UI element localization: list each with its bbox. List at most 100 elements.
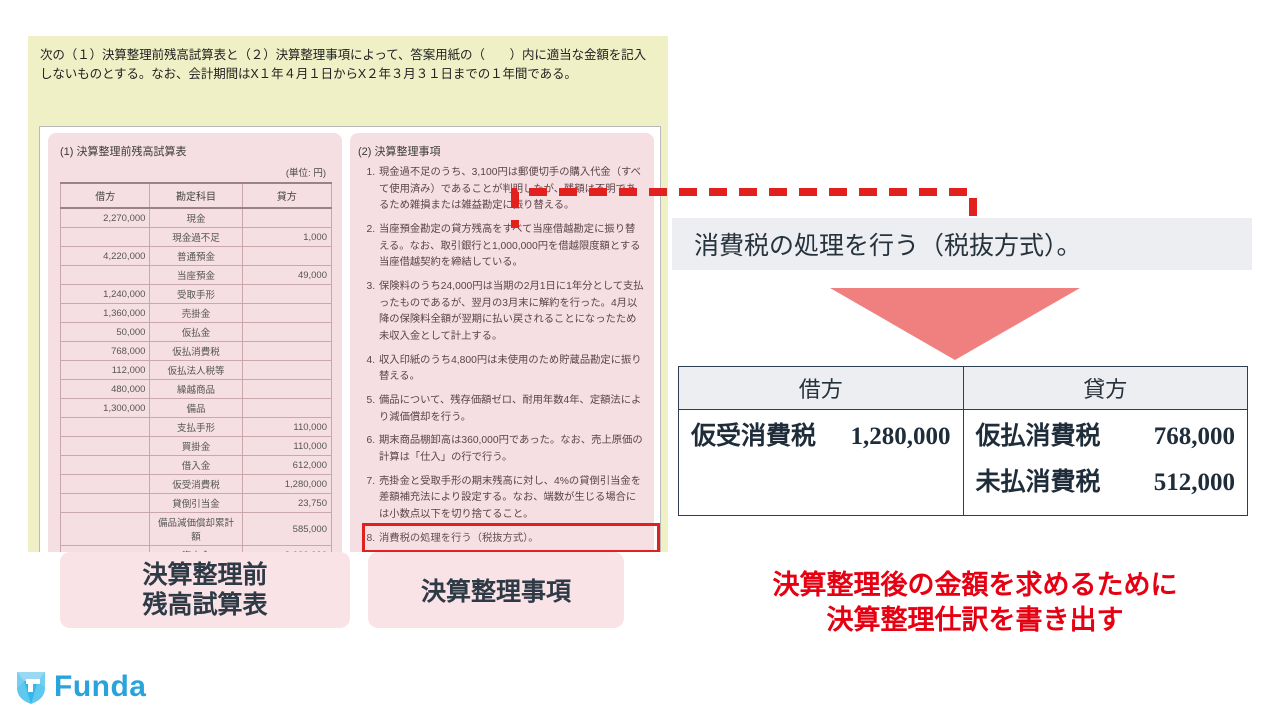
list-item: 当座預金勘定の貸方残高をすべて当座借越勘定に振り替える。なお、取引銀行と1,00… [378,222,644,272]
trial-balance-body: 2,270,000 現金 現金過不足 1,000 4,220,000 普通預金 当座預金 49… [59,207,333,552]
cell-credit: 49,000 [241,265,333,285]
cell-account: 繰越商品 [149,379,243,399]
trial-balance-panel: (1) 決算整理前残高試算表 (単位: 円) 借方 勘定科目 貸方 2,270,… [48,133,342,552]
cell-account: 支払手形 [149,417,243,437]
trial-balance-unit-note: (単位: 円) [285,168,326,179]
table-row: 480,000 繰越商品 [59,379,333,399]
problem-intro-line-1: 次の（１）決算整理前残高試算表と（２）決算整理事項によって、答案用紙の（ ）内に… [40,48,646,62]
list-item: 保険料のうち24,000円は当期の2月1日に1年分として支払ったものであるが、翌… [378,279,644,346]
table-row: 仮受消費税 1,280,000 [59,474,333,494]
cell-account: 仮払金 [149,322,243,342]
cell-debit [59,227,151,247]
list-item: 備品について、残存価額ゼロ、耐用年数4年、定額法により減価償却を行う。 [378,393,644,426]
cell-credit: 23,750 [241,493,333,513]
cell-account: 仮受消費税 [149,474,243,494]
journal-header-row: 借方 貸方 [678,366,1248,410]
journal-account: 仮受消費税 [691,422,817,450]
red-note-line-2: 決算整理仕訳を書き出す [826,604,1124,635]
journal-entry-table: 借方 貸方 仮受消費税 1,280,000 仮払消費税 768,000 未払消費税 51… [678,366,1248,516]
table-row: 支払手形 110,000 [59,417,333,437]
cell-debit: 1,300,000 [59,398,151,418]
funda-wordmark: Funda [54,670,147,703]
cell-credit: 110,000 [241,436,333,456]
cell-account: 仮払法人税等 [149,360,243,380]
funda-logo: Funda [14,668,147,706]
cell-credit [241,284,333,304]
journal-col-debit: 借方 [678,366,964,410]
red-note-line-1: 決算整理後の金額を求めるために [772,570,1178,600]
journal-account: 仮払消費税 [975,422,1101,450]
cell-debit [59,265,151,285]
cell-account: 買掛金 [149,436,243,456]
callout-text: 消費税の処理を行う（税抜方式）。 [694,232,1082,260]
journal-amount: 1,280,000 [850,423,951,450]
trial-balance-table: 借方 勘定科目 貸方 2,270,000 現金 現金過不足 1,000 4,220,00… [59,182,333,552]
journal-amount: 512,000 [1153,469,1235,496]
problem-intro-text: 次の（１）決算整理前残高試算表と（２）決算整理事項によって、答案用紙の（ ）内に… [28,36,668,93]
caption-adjustments-label: 決算整理事項 [420,578,571,606]
cell-credit: 1,000 [241,227,333,247]
cell-debit: 1,360,000 [59,303,151,323]
cell-credit: 3,000,000 [241,545,333,552]
journal-account: 未払消費税 [975,468,1101,496]
cell-credit [241,341,333,361]
journal-debit-cell: 仮受消費税 1,280,000 [678,409,964,516]
cell-account: 現金過不足 [149,227,243,247]
cell-account: 現金 [149,207,243,228]
adjustments-list: 現金過不足のうち、3,100円は郵便切手の購入代金（すべて使用済み）であることが… [358,165,646,552]
cell-debit [59,417,151,437]
problem-intro-line-2: しないものとする。なお、会計期間はX１年４月１日からX２年３月３１日までの１年間… [40,67,577,82]
list-item: 売掛金と受取手形の期末残高に対し、4%の貸倒引当金を差額補充法により設定する。な… [378,474,644,524]
cell-account: 借入金 [149,455,243,475]
table-row: 50,000 仮払金 [59,322,333,342]
journal-credit-cell: 仮払消費税 768,000 未払消費税 512,000 [962,409,1248,516]
cell-debit: 112,000 [59,360,151,380]
trial-balance-col-debit: 借方 [59,182,151,209]
problem-sheet-screenshot: 次の（１）決算整理前残高試算表と（２）決算整理事項によって、答案用紙の（ ）内に… [28,36,668,552]
table-row: 1,360,000 売掛金 [59,303,333,323]
cell-debit: 480,000 [59,379,151,399]
caption-adjustments: 決算整理事項 [368,552,624,628]
cell-debit [59,455,151,475]
cell-account: 貸倒引当金 [149,493,243,513]
table-row: 768,000 仮払消費税 [59,341,333,361]
adjustments-title: (2) 決算整理事項 [358,146,441,158]
trial-balance-col-credit: 貸方 [241,182,333,209]
cell-credit: 1,280,000 [241,474,333,494]
caption-trial-balance-line-1: 決算整理前 [142,560,268,589]
cell-debit [59,474,151,494]
table-row: 1,240,000 受取手形 [59,284,333,304]
cell-credit [241,207,333,228]
cell-credit [241,360,333,380]
cell-debit [59,436,151,456]
callout-box: 消費税の処理を行う（税抜方式）。 [672,218,1252,270]
journal-amount: 768,000 [1153,423,1235,450]
cell-credit [241,303,333,323]
cell-credit [241,398,333,418]
cell-account: 当座預金 [149,265,243,285]
table-row: 112,000 仮払法人税等 [59,360,333,380]
cell-account: 普通預金 [149,246,243,266]
journal-entry-row: 仮受消費税 1,280,000 [691,416,951,452]
list-item: 収入印紙のうち4,800円は未使用のため貯蔵品勘定に振り替える。 [378,353,644,386]
list-item: 現金過不足のうち、3,100円は郵便切手の購入代金（すべて使用済み）であることが… [378,165,644,215]
caption-trial-balance: 決算整理前 残高試算表 [60,552,350,628]
journal-entry-row: 未払消費税 512,000 [976,462,1236,498]
cell-credit: 585,000 [241,512,333,546]
table-row: 当座預金 49,000 [59,265,333,285]
cell-debit: 50,000 [59,322,151,342]
journal-col-credit: 貸方 [962,366,1248,410]
cell-debit: 2,270,000 [59,207,151,228]
table-row: 1,300,000 備品 [59,398,333,418]
table-row: 貸倒引当金 23,750 [59,493,333,513]
journal-body-row: 仮受消費税 1,280,000 仮払消費税 768,000 未払消費税 512,000 [678,409,1248,516]
table-row: 資本金3,000,000 [59,545,333,552]
cell-account: 備品 [149,398,243,418]
adjustments-panel: (2) 決算整理事項 現金過不足のうち、3,100円は郵便切手の購入代金（すべて… [350,133,654,552]
highlight-rectangle-item-8 [362,523,660,552]
cell-debit: 1,240,000 [59,284,151,304]
cell-credit: 612,000 [241,455,333,475]
cell-account: 仮払消費税 [149,341,243,361]
cell-account: 備品減価償却累計額 [149,512,243,546]
trial-balance-title: (1) 決算整理前残高試算表 [60,146,187,158]
